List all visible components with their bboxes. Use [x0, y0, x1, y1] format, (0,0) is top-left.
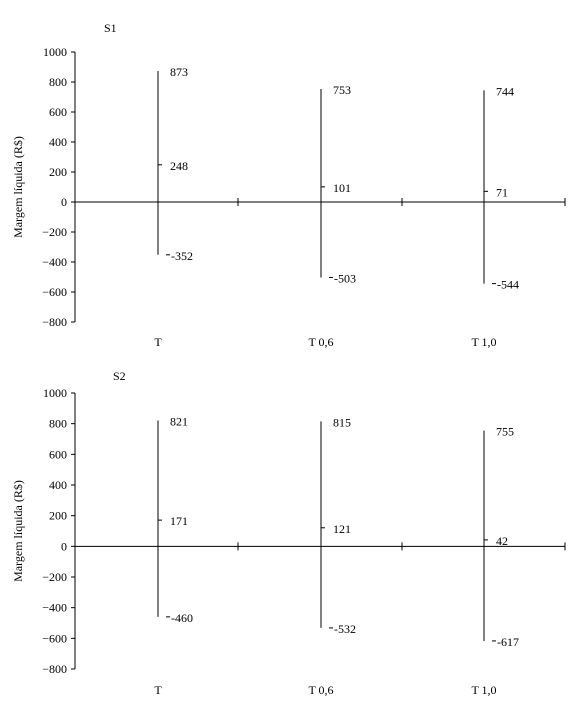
panel-s2: S2 1000 800 600 400 200 0 −200 −400 −600 −800 Marge… [11, 369, 566, 697]
y-tick-label: −400 [42, 601, 67, 615]
data-label-low: -544 [497, 278, 519, 292]
panel-title: S1 [104, 21, 117, 35]
y-tick-label: 1000 [43, 386, 67, 400]
data-label-mean: 121 [333, 522, 351, 536]
y-tick-label: −800 [42, 662, 67, 676]
data-label-mean: 171 [170, 514, 188, 528]
category-label: T [154, 683, 162, 697]
data-label-mean: 101 [333, 181, 351, 195]
data-label-high: 753 [333, 83, 351, 97]
data-label-low: -352 [171, 249, 193, 263]
data-label-mean: 42 [496, 534, 508, 548]
category-label: T [154, 335, 162, 349]
y-tick-label: 600 [49, 447, 67, 461]
y-tick-label: 0 [61, 539, 67, 553]
y-tick-label: 800 [49, 417, 67, 431]
data-label-high: 873 [170, 65, 188, 79]
data-label-low: -503 [334, 271, 356, 285]
data-label-low: -460 [171, 611, 193, 625]
y-tick-label: −200 [42, 570, 67, 584]
y-axis-label: Margem líquida (R$) [11, 480, 25, 582]
data-label-high: 815 [333, 415, 351, 429]
category-label: T 1,0 [471, 335, 496, 349]
data-label-high: 744 [496, 84, 514, 98]
category-label: T 0,6 [308, 683, 333, 697]
data-label-mean: 71 [496, 185, 508, 199]
category-label: T 1,0 [471, 683, 496, 697]
data-label-mean: 248 [170, 159, 188, 173]
y-tick-label: 0 [61, 195, 67, 209]
y-tick-label: −400 [42, 255, 67, 269]
data-label-high: 755 [496, 425, 514, 439]
y-tick-label: 400 [49, 478, 67, 492]
y-tick-label: 400 [49, 135, 67, 149]
y-tick-label: 200 [49, 165, 67, 179]
panel-title: S2 [113, 369, 126, 383]
panel-s1: S1 1000 800 600 400 200 0 −200 −400 −600 −800 Marge… [11, 21, 566, 349]
y-tick-label: −800 [42, 315, 67, 329]
y-tick-label: 1000 [43, 45, 67, 59]
data-label-high: 821 [170, 414, 188, 428]
y-tick-label: −600 [42, 285, 67, 299]
data-label-low: -532 [334, 622, 356, 636]
y-axis-label: Margem líquida (R$) [11, 136, 25, 238]
y-tick-label: −200 [42, 225, 67, 239]
y-tick-label: 800 [49, 75, 67, 89]
category-label: T 0,6 [308, 335, 333, 349]
y-tick-label: 200 [49, 509, 67, 523]
y-tick-label: −600 [42, 631, 67, 645]
data-label-low: -617 [497, 635, 519, 649]
y-tick-label: 600 [49, 105, 67, 119]
